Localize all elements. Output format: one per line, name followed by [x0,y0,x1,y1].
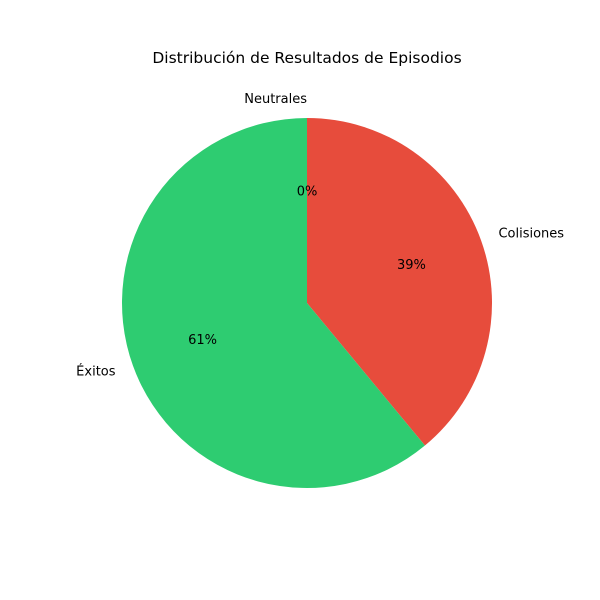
pct-label-exitos: 61% [188,333,217,348]
pie-slice-colisiones [307,118,493,446]
pct-label-neutrales: 0% [297,185,318,200]
slice-label-exitos: Éxitos [76,363,116,379]
slice-label-neutrales: Neutrales [244,92,307,107]
slice-label-colisiones: Colisiones [498,227,564,242]
pct-label-colisiones: 39% [397,258,426,273]
pie-slices [122,118,493,488]
pie-slice-exitos [122,118,425,488]
pie-labels: Neutrales 0% Colisiones 39% Éxitos 61% [76,92,564,379]
chart-title: Distribución de Resultados de Episodios [152,49,461,67]
